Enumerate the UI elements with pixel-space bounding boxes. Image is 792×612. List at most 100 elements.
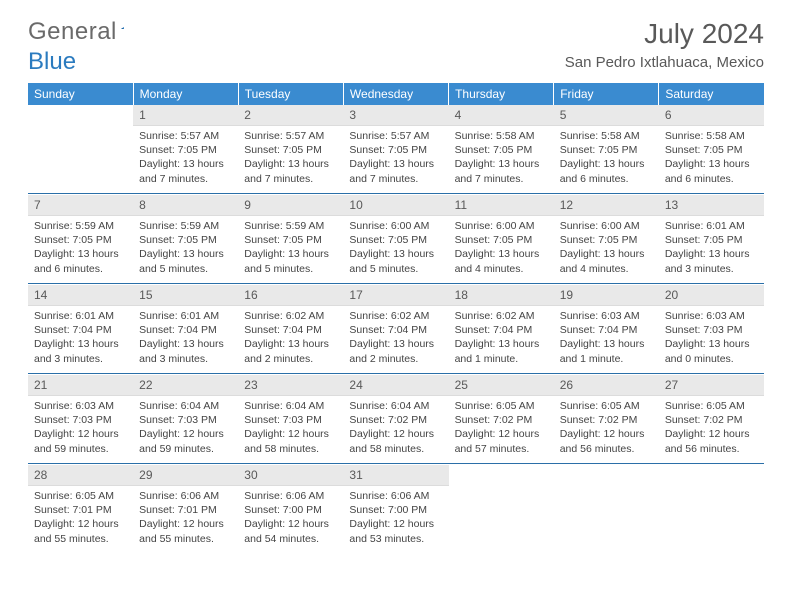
calendar-day-cell: 13Sunrise: 6:01 AMSunset: 7:05 PMDayligh… bbox=[659, 195, 764, 283]
day-number: 19 bbox=[554, 285, 659, 306]
calendar-day-cell: 27Sunrise: 6:05 AMSunset: 7:02 PMDayligh… bbox=[659, 375, 764, 463]
sunset-text: Sunset: 7:03 PM bbox=[665, 323, 758, 337]
day-content: Sunrise: 6:04 AMSunset: 7:03 PMDaylight:… bbox=[133, 396, 238, 460]
sunrise-text: Sunrise: 6:00 AM bbox=[455, 219, 548, 233]
day-content: Sunrise: 6:04 AMSunset: 7:03 PMDaylight:… bbox=[238, 396, 343, 460]
daylight-text: Daylight: 13 hours and 6 minutes. bbox=[665, 157, 758, 185]
calendar-day-cell: 26Sunrise: 6:05 AMSunset: 7:02 PMDayligh… bbox=[554, 375, 659, 463]
sunset-text: Sunset: 7:02 PM bbox=[455, 413, 548, 427]
day-content: Sunrise: 6:06 AMSunset: 7:00 PMDaylight:… bbox=[238, 486, 343, 550]
calendar-day-cell: 22Sunrise: 6:04 AMSunset: 7:03 PMDayligh… bbox=[133, 375, 238, 463]
day-number: 2 bbox=[238, 105, 343, 126]
daylight-text: Daylight: 12 hours and 56 minutes. bbox=[560, 427, 653, 455]
day-number: 10 bbox=[343, 195, 448, 216]
day-content: Sunrise: 6:05 AMSunset: 7:02 PMDaylight:… bbox=[449, 396, 554, 460]
logo: General bbox=[28, 18, 143, 46]
calendar-week-row: 28Sunrise: 6:05 AMSunset: 7:01 PMDayligh… bbox=[28, 465, 764, 553]
day-number: 27 bbox=[659, 375, 764, 396]
calendar-day-cell: 29Sunrise: 6:06 AMSunset: 7:01 PMDayligh… bbox=[133, 465, 238, 553]
day-number: 18 bbox=[449, 285, 554, 306]
daylight-text: Daylight: 12 hours and 55 minutes. bbox=[34, 517, 127, 545]
sunset-text: Sunset: 7:01 PM bbox=[139, 503, 232, 517]
daylight-text: Daylight: 12 hours and 59 minutes. bbox=[34, 427, 127, 455]
sunset-text: Sunset: 7:00 PM bbox=[349, 503, 442, 517]
sunset-text: Sunset: 7:05 PM bbox=[560, 143, 653, 157]
day-content: Sunrise: 6:05 AMSunset: 7:02 PMDaylight:… bbox=[659, 396, 764, 460]
sunrise-text: Sunrise: 5:57 AM bbox=[244, 129, 337, 143]
weekday-header: Tuesday bbox=[238, 83, 343, 105]
weekday-header: Sunday bbox=[28, 83, 133, 105]
daylight-text: Daylight: 12 hours and 56 minutes. bbox=[665, 427, 758, 455]
calendar-day-cell bbox=[449, 465, 554, 553]
daylight-text: Daylight: 12 hours and 58 minutes. bbox=[349, 427, 442, 455]
day-number: 20 bbox=[659, 285, 764, 306]
weekday-header-row: SundayMondayTuesdayWednesdayThursdayFrid… bbox=[28, 83, 764, 105]
sunrise-text: Sunrise: 5:57 AM bbox=[139, 129, 232, 143]
sunrise-text: Sunrise: 6:03 AM bbox=[34, 399, 127, 413]
calendar-day-cell: 9Sunrise: 5:59 AMSunset: 7:05 PMDaylight… bbox=[238, 195, 343, 283]
sunset-text: Sunset: 7:05 PM bbox=[34, 233, 127, 247]
sunrise-text: Sunrise: 6:06 AM bbox=[349, 489, 442, 503]
day-content: Sunrise: 5:57 AMSunset: 7:05 PMDaylight:… bbox=[238, 126, 343, 190]
daylight-text: Daylight: 13 hours and 0 minutes. bbox=[665, 337, 758, 365]
day-number: 24 bbox=[343, 375, 448, 396]
sunrise-text: Sunrise: 6:06 AM bbox=[139, 489, 232, 503]
sunset-text: Sunset: 7:05 PM bbox=[139, 143, 232, 157]
calendar-day-cell bbox=[28, 105, 133, 193]
day-number: 28 bbox=[28, 465, 133, 486]
daylight-text: Daylight: 13 hours and 6 minutes. bbox=[560, 157, 653, 185]
daylight-text: Daylight: 12 hours and 55 minutes. bbox=[139, 517, 232, 545]
day-content: Sunrise: 6:02 AMSunset: 7:04 PMDaylight:… bbox=[449, 306, 554, 370]
day-number: 4 bbox=[449, 105, 554, 126]
daylight-text: Daylight: 12 hours and 57 minutes. bbox=[455, 427, 548, 455]
day-number: 25 bbox=[449, 375, 554, 396]
day-number: 26 bbox=[554, 375, 659, 396]
sunset-text: Sunset: 7:05 PM bbox=[349, 233, 442, 247]
weekday-header: Monday bbox=[133, 83, 238, 105]
daylight-text: Daylight: 13 hours and 3 minutes. bbox=[139, 337, 232, 365]
calendar-day-cell: 3Sunrise: 5:57 AMSunset: 7:05 PMDaylight… bbox=[343, 105, 448, 193]
day-number: 21 bbox=[28, 375, 133, 396]
calendar-day-cell: 30Sunrise: 6:06 AMSunset: 7:00 PMDayligh… bbox=[238, 465, 343, 553]
day-number: 22 bbox=[133, 375, 238, 396]
daylight-text: Daylight: 13 hours and 3 minutes. bbox=[34, 337, 127, 365]
day-number: 1 bbox=[133, 105, 238, 126]
sunset-text: Sunset: 7:05 PM bbox=[139, 233, 232, 247]
calendar-day-cell: 14Sunrise: 6:01 AMSunset: 7:04 PMDayligh… bbox=[28, 285, 133, 373]
calendar-week-row: 21Sunrise: 6:03 AMSunset: 7:03 PMDayligh… bbox=[28, 375, 764, 463]
day-content: Sunrise: 6:00 AMSunset: 7:05 PMDaylight:… bbox=[449, 216, 554, 280]
title-block: July 2024 San Pedro Ixtlahuaca, Mexico bbox=[565, 18, 764, 71]
day-content: Sunrise: 5:58 AMSunset: 7:05 PMDaylight:… bbox=[554, 126, 659, 190]
sunset-text: Sunset: 7:04 PM bbox=[349, 323, 442, 337]
day-content: Sunrise: 5:57 AMSunset: 7:05 PMDaylight:… bbox=[133, 126, 238, 190]
calendar-day-cell: 10Sunrise: 6:00 AMSunset: 7:05 PMDayligh… bbox=[343, 195, 448, 283]
daylight-text: Daylight: 12 hours and 54 minutes. bbox=[244, 517, 337, 545]
day-number: 6 bbox=[659, 105, 764, 126]
sunrise-text: Sunrise: 6:05 AM bbox=[560, 399, 653, 413]
sunrise-text: Sunrise: 6:04 AM bbox=[244, 399, 337, 413]
sunset-text: Sunset: 7:05 PM bbox=[349, 143, 442, 157]
calendar-day-cell: 16Sunrise: 6:02 AMSunset: 7:04 PMDayligh… bbox=[238, 285, 343, 373]
weekday-header: Thursday bbox=[449, 83, 554, 105]
day-content: Sunrise: 6:03 AMSunset: 7:03 PMDaylight:… bbox=[659, 306, 764, 370]
sunrise-text: Sunrise: 5:58 AM bbox=[455, 129, 548, 143]
weekday-header: Friday bbox=[554, 83, 659, 105]
daylight-text: Daylight: 13 hours and 1 minute. bbox=[455, 337, 548, 365]
calendar-day-cell: 7Sunrise: 5:59 AMSunset: 7:05 PMDaylight… bbox=[28, 195, 133, 283]
daylight-text: Daylight: 13 hours and 3 minutes. bbox=[665, 247, 758, 275]
day-content: Sunrise: 5:58 AMSunset: 7:05 PMDaylight:… bbox=[449, 126, 554, 190]
logo-blue-wrap: Blue bbox=[28, 48, 76, 76]
calendar-day-cell: 18Sunrise: 6:02 AMSunset: 7:04 PMDayligh… bbox=[449, 285, 554, 373]
sunrise-text: Sunrise: 5:58 AM bbox=[665, 129, 758, 143]
day-content: Sunrise: 5:59 AMSunset: 7:05 PMDaylight:… bbox=[28, 216, 133, 280]
day-content: Sunrise: 6:02 AMSunset: 7:04 PMDaylight:… bbox=[343, 306, 448, 370]
location: San Pedro Ixtlahuaca, Mexico bbox=[565, 54, 764, 71]
day-number: 31 bbox=[343, 465, 448, 486]
calendar-day-cell: 1Sunrise: 5:57 AMSunset: 7:05 PMDaylight… bbox=[133, 105, 238, 193]
day-number: 11 bbox=[449, 195, 554, 216]
calendar-day-cell: 15Sunrise: 6:01 AMSunset: 7:04 PMDayligh… bbox=[133, 285, 238, 373]
sunrise-text: Sunrise: 6:01 AM bbox=[34, 309, 127, 323]
sunrise-text: Sunrise: 6:04 AM bbox=[349, 399, 442, 413]
sunset-text: Sunset: 7:05 PM bbox=[665, 143, 758, 157]
sunset-text: Sunset: 7:04 PM bbox=[455, 323, 548, 337]
